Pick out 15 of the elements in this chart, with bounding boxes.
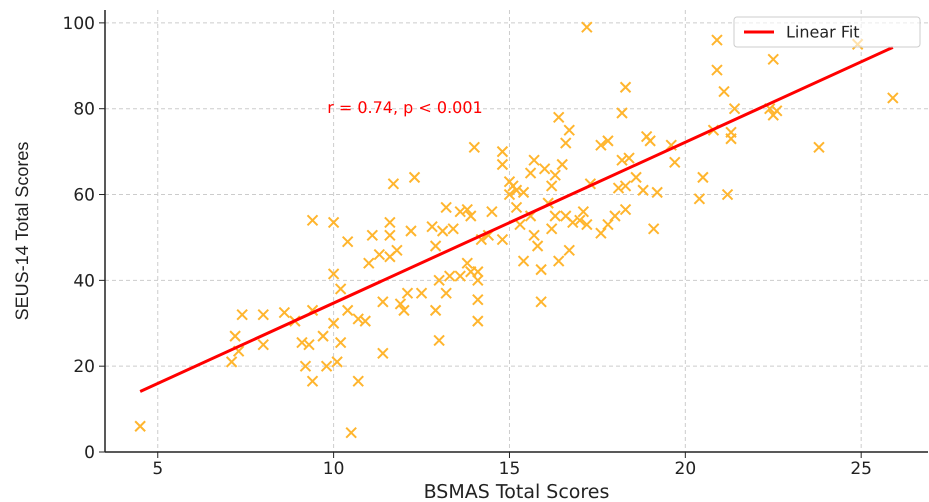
- y-tick-label: 40: [73, 271, 95, 292]
- x-tick-label: 10: [322, 459, 344, 479]
- y-tick-label: 20: [73, 357, 95, 378]
- y-tick-label: 100: [62, 14, 95, 34]
- x-axis-title: BSMAS Total Scores: [424, 481, 610, 502]
- y-tick-label: 0: [84, 442, 95, 463]
- x-tick-label: 20: [674, 459, 696, 479]
- y-axis-title: SEUS-14 Total Scores: [12, 142, 32, 320]
- legend-label: Linear Fit: [786, 22, 860, 42]
- x-tick-label: 15: [498, 459, 520, 479]
- y-tick-label: 80: [73, 100, 95, 120]
- x-tick-label: 5: [152, 459, 164, 479]
- x-tick-label: 25: [850, 459, 872, 479]
- annotation: r = 0.74, p < 0.001: [327, 98, 483, 117]
- y-tick-label: 60: [73, 185, 95, 206]
